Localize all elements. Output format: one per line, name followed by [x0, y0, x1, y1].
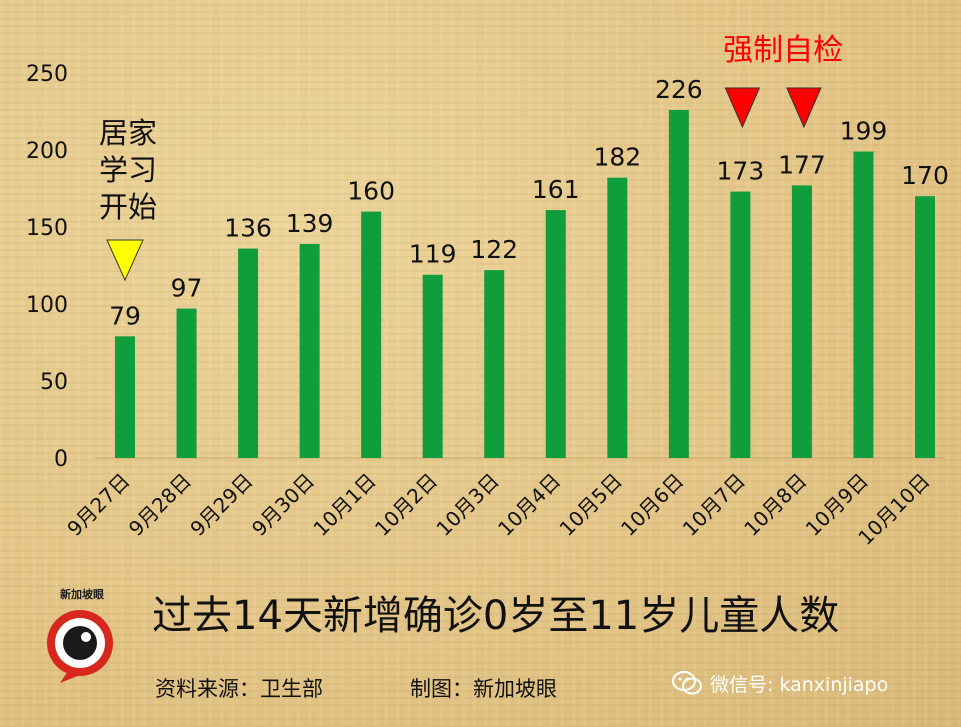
annotation-text: 强制自检 [723, 33, 843, 68]
bar [115, 336, 135, 458]
x-tick-label: 10月2日 [370, 469, 442, 541]
bar [299, 243, 320, 458]
bar [668, 109, 689, 459]
red-triangle-marker [724, 87, 761, 129]
x-tick-label: 10月8日 [739, 469, 811, 541]
data-label: 182 [593, 143, 641, 172]
x-tick-label: 10月1日 [308, 469, 380, 541]
x-tick-label: 10月6日 [616, 469, 688, 541]
xinjiapoyan-logo: 新加坡眼 [30, 585, 135, 685]
bar-chart: 0 50 100 150 200 250 79 9月27日 97 9月28日 136 9月29日 139… [26, 33, 949, 550]
bar [545, 210, 566, 458]
data-label: 97 [171, 274, 203, 303]
bar [238, 248, 259, 458]
data-label: 173 [717, 157, 765, 186]
y-tick-label: 0 [54, 447, 68, 472]
data-label: 161 [532, 175, 580, 204]
bar [607, 177, 628, 458]
yellow-triangle-marker [106, 239, 144, 282]
y-tick-label: 100 [26, 293, 68, 318]
data-label: 79 [109, 301, 141, 330]
data-label: 139 [286, 209, 334, 238]
credit-label: 制图：新加坡眼 [410, 677, 557, 701]
x-tick-label: 10月3日 [432, 469, 504, 541]
red-triangle-marker [786, 87, 822, 129]
bar [361, 211, 382, 458]
x-tick-label: 9月30日 [247, 469, 319, 541]
x-tick-label: 9月28日 [124, 469, 196, 541]
bar [422, 274, 443, 458]
data-label: 226 [655, 75, 703, 104]
data-label: 170 [901, 161, 949, 190]
svg-text:新加坡眼: 新加坡眼 [60, 587, 104, 601]
bar [176, 308, 197, 458]
data-label: 199 [840, 117, 888, 146]
bar [915, 196, 935, 458]
x-tick-label: 9月29日 [185, 469, 257, 541]
annotation-text: 开始 [99, 190, 157, 224]
bar [791, 185, 812, 459]
bar [853, 151, 874, 459]
y-tick-label: 250 [26, 62, 68, 87]
bar [484, 270, 505, 458]
x-tick-label: 10月4日 [493, 469, 565, 541]
data-label: 122 [470, 235, 518, 264]
x-tick-label: 9月27日 [62, 469, 134, 541]
source-label: 资料来源：卫生部 [155, 677, 323, 701]
wechat-id: 微信号: kanxinjiapo [710, 673, 889, 696]
wechat-icon [672, 671, 702, 695]
annotation-text: 学习 [99, 153, 157, 187]
x-tick-label: 10月7日 [678, 469, 750, 541]
annotation-text: 居家 [99, 116, 157, 150]
chart-title: 过去14天新增确诊0岁至11岁儿童人数 [152, 593, 840, 639]
y-tick-label: 200 [26, 139, 68, 164]
data-label: 136 [224, 214, 272, 243]
bar [730, 191, 751, 458]
data-label: 119 [409, 240, 457, 269]
data-label: 177 [778, 150, 826, 179]
x-tick-label: 10月5日 [555, 469, 627, 541]
y-tick-label: 50 [40, 370, 68, 395]
wechat-watermark: 微信号: kanxinjiapo [672, 668, 888, 698]
data-label: 160 [347, 177, 395, 206]
y-tick-label: 150 [26, 216, 68, 241]
